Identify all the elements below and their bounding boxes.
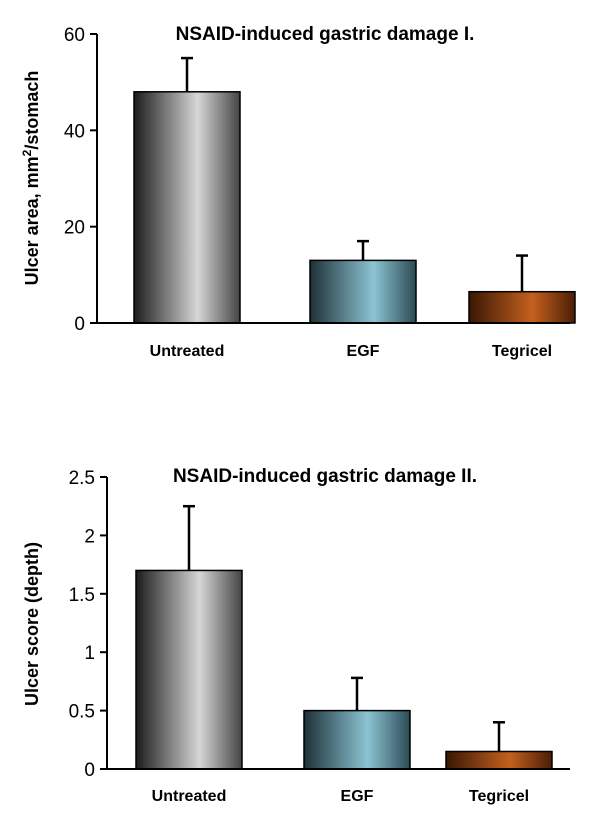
chart-2-bar-untreated: [135, 569, 243, 770]
chart-1-y-axis-label-tail: /stomach: [22, 71, 42, 150]
chart-2-y-tick-label: 0.5: [69, 702, 95, 723]
chart-1-x-tick-label: EGF: [347, 343, 380, 360]
chart-2-bar-tegricel: [445, 750, 553, 770]
chart-1-y-axis-label: Ulcer area, mm2/stomach: [20, 71, 42, 286]
chart-1-y-tick-label: 40: [64, 121, 85, 142]
chart-1-plot-area: 0 20 40 60 Untreated EGF Tegricel: [64, 25, 576, 360]
chart-2-y-tick-label: 1.5: [69, 585, 95, 606]
chart-1-y-tick-label: 0: [74, 314, 85, 335]
chart-1-y-tick-label: 20: [64, 218, 85, 239]
chart-1-x-tick-label: Tegricel: [492, 343, 552, 360]
chart-1-bar-untreated: [133, 91, 241, 324]
chart-2-x-tick-label: EGF: [341, 788, 374, 805]
chart-2-x-tick-label: Untreated: [152, 788, 227, 805]
chart-1-bar-egf: [309, 259, 417, 324]
chart-1-y-tick-label: 60: [64, 25, 85, 46]
chart-2-plot-area: 0 0.5 1 1.5 2 2.5 Untreated EGF Tegricel: [69, 468, 570, 805]
chart-2-y-axis-label: Ulcer score (depth): [22, 542, 42, 706]
chart-2-y-tick-label: 0: [84, 760, 95, 781]
chart-1: NSAID-induced gastric damage I. Ulcer ar…: [20, 24, 576, 360]
chart-2-bar-egf: [303, 709, 411, 770]
chart-1-y-axis-label-sup: 2: [20, 149, 34, 156]
chart-2: NSAID-induced gastric damage II. Ulcer s…: [22, 466, 570, 805]
chart-2-x-tick-label: Tegricel: [469, 788, 529, 805]
chart-1-bar-tegricel: [468, 290, 576, 324]
chart-2-y-tick-label: 2.5: [69, 468, 95, 489]
chart-2-y-tick-label: 1: [84, 643, 95, 664]
chart-1-title: NSAID-induced gastric damage I.: [176, 24, 475, 45]
chart-2-title: NSAID-induced gastric damage II.: [173, 466, 477, 487]
chart-1-x-tick-label: Untreated: [150, 343, 225, 360]
chart-1-y-axis-label-main: Ulcer area, mm: [22, 156, 42, 285]
chart-2-y-tick-label: 2: [84, 526, 95, 547]
